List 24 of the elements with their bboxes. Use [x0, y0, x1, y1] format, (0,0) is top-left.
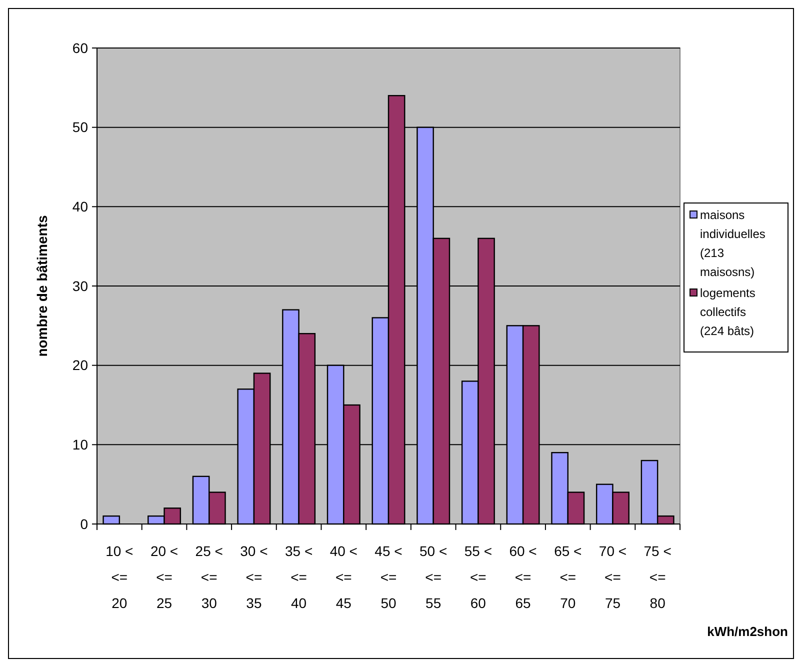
x-tick-label: 65 < <= 70	[554, 543, 582, 611]
x-tick-label: 55 < <= 60	[464, 543, 492, 611]
x-axis-title: kWh/m2shon	[707, 624, 788, 639]
y-tick-label: 10	[72, 436, 88, 453]
x-tick-label: 30 < <= 35	[240, 543, 268, 611]
y-tick-label: 0	[80, 516, 88, 532]
x-tick-label: 45 < <= 50	[374, 543, 402, 611]
x-tick-label: 60 < <= 65	[509, 543, 537, 611]
x-tick-label: 70 < <= 75	[598, 543, 627, 611]
legend-label: logements collectifs (224 bâts)	[700, 286, 756, 338]
y-tick-label: 30	[72, 278, 88, 294]
x-tick-label: 10 < <= 20	[106, 543, 134, 611]
x-tick-label: 75 < <= 80	[644, 543, 672, 611]
y-tick-label: 50	[72, 119, 88, 136]
x-tick-label: 50 < <= 55	[420, 543, 448, 611]
x-tick-label: 40 < <= 45	[330, 543, 358, 611]
x-tick-label: 25 < <= 30	[195, 543, 223, 611]
legend-label: maisons individuelles (213 maisosns)	[700, 208, 766, 279]
y-axis-title: nombre de bâtiments	[34, 215, 50, 357]
y-tick-label: 40	[72, 198, 88, 215]
y-tick-label: 20	[72, 357, 88, 374]
x-tick-label: 20 < <= 25	[150, 543, 178, 611]
x-tick-label: 35 < <= 40	[284, 543, 313, 611]
y-tick-label: 60	[72, 40, 88, 56]
